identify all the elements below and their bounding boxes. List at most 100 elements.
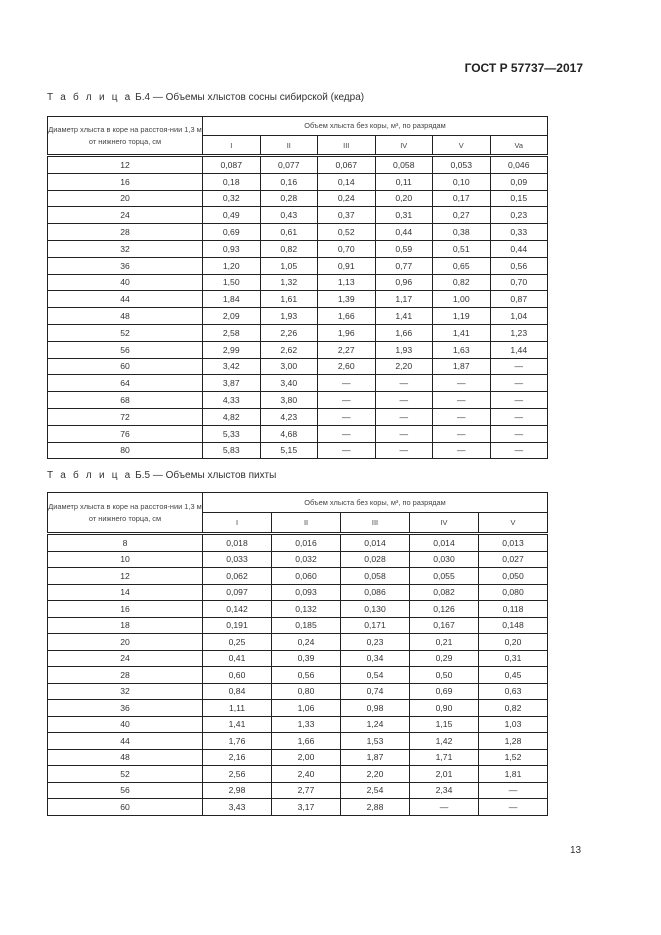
volume-cell: 1,93 [259, 307, 318, 325]
volume-cell: 0,84 [202, 682, 272, 700]
column-header-diameter: Диаметр хлыста в коре на расстоя-нии 1,3… [47, 116, 203, 156]
volume-cell: — [374, 441, 433, 460]
volume-cell: 2,60 [317, 357, 376, 376]
grade-header: Va [489, 135, 548, 156]
volume-cell: 1,15 [409, 715, 479, 733]
diameter-cell: 16 [47, 600, 203, 618]
volume-cell: 0,56 [271, 666, 341, 684]
volume-cell: 0,63 [478, 682, 548, 700]
table-row: 20 0,25 0,24 0,23 0,21 0,20 [47, 633, 548, 651]
volume-cell: 0,31 [374, 206, 433, 225]
volume-cell: — [374, 407, 433, 426]
volume-cell: 0,167 [409, 616, 479, 634]
volume-cell: 0,027 [478, 550, 548, 568]
volume-cell: 2,62 [259, 340, 318, 359]
volume-cell: 1,66 [374, 323, 433, 342]
volume-cell: 0,31 [478, 649, 548, 667]
diameter-cell: 12 [47, 567, 203, 585]
volume-cell: 0,171 [340, 616, 410, 634]
volume-cell: 0,082 [409, 583, 479, 601]
table-row: 16 0,18 0,16 0,14 0,11 0,10 0,09 [47, 172, 548, 191]
volume-cell: 4,82 [202, 407, 261, 426]
diameter-cell: 60 [47, 357, 203, 376]
table-row: 48 2,16 2,00 1,87 1,71 1,52 [47, 748, 548, 766]
volume-cell: 1,61 [259, 290, 318, 309]
table-row: 36 1,11 1,06 0,98 0,90 0,82 [47, 699, 548, 717]
volume-cell: — [489, 357, 548, 376]
table-b4-caption: Т а б л и ц а Б.4 — Объемы хлыстов сосны… [47, 92, 364, 103]
volume-cell: 0,93 [202, 239, 261, 258]
volume-cell: 1,20 [202, 256, 261, 275]
page-number: 13 [570, 845, 582, 856]
volume-cell: 0,70 [317, 239, 376, 258]
volume-cell: 1,13 [317, 273, 376, 292]
volume-cell: 0,030 [409, 550, 479, 568]
volume-cell: 3,80 [259, 391, 318, 409]
volume-cell: — [489, 374, 548, 393]
volume-cell: 0,132 [271, 600, 341, 618]
volume-cell: 2,09 [202, 307, 261, 325]
volume-cell: 2,01 [409, 765, 479, 783]
table-row: 56 2,98 2,77 2,54 2,34— [47, 781, 548, 799]
volume-cell: 0,087 [202, 154, 261, 174]
volume-cell: 0,058 [340, 567, 410, 585]
volume-cell: 2,34 [409, 781, 479, 799]
diameter-cell: 36 [47, 699, 203, 717]
volume-cell: 0,013 [478, 532, 548, 552]
volume-cell: 1,71 [409, 748, 479, 766]
volume-cell: 4,68 [259, 424, 318, 443]
volume-cell: 0,61 [259, 223, 318, 241]
volume-cell: — [432, 441, 491, 460]
table-row: 44 1,76 1,66 1,53 1,42 1,28 [47, 732, 548, 750]
volume-cell: 0,96 [374, 273, 433, 292]
diameter-cell: 44 [47, 732, 203, 750]
volume-cell: 0,52 [317, 223, 376, 241]
volume-cell: 0,09 [489, 172, 548, 191]
diameter-cell: 10 [47, 550, 203, 568]
table-row: 60 3,43 3,17 2,88— — [47, 798, 548, 816]
volume-cell: — [374, 374, 433, 393]
standard-designation: ГОСТ Р 57737—2017 [464, 61, 583, 75]
volume-cell: 2,98 [202, 781, 272, 799]
volume-cell: 0,56 [489, 256, 548, 275]
diameter-cell: 44 [47, 290, 203, 309]
volume-cell: 5,15 [259, 441, 318, 460]
volume-cell: 1,50 [202, 273, 261, 292]
volume-cell: 0,98 [340, 699, 410, 717]
volume-cell: 1,28 [478, 732, 548, 750]
volume-cell: 0,058 [374, 154, 433, 174]
grade-header: I [202, 135, 261, 156]
volume-cell: 1,81 [478, 765, 548, 783]
volume-cell: 0,077 [259, 154, 318, 174]
volume-cell: 0,28 [259, 189, 318, 208]
volume-cell: 0,080 [478, 583, 548, 601]
volume-cell: 0,59 [374, 239, 433, 258]
table-row: 12 0,087 0,077 0,067 0,058 0,053 0,046 [47, 154, 548, 174]
volume-cell: 3,87 [202, 374, 261, 393]
volume-cell: 0,10 [432, 172, 491, 191]
volume-cell: 1,44 [489, 340, 548, 359]
diameter-cell: 56 [47, 781, 203, 799]
volume-cell: 0,24 [317, 189, 376, 208]
volume-cell: 0,20 [374, 189, 433, 208]
volume-cell: 1,32 [259, 273, 318, 292]
table-row: 12 0,062 0,060 0,058 0,055 0,050 [47, 567, 548, 585]
volume-cell: 1,03 [478, 715, 548, 733]
volume-cell: 1,17 [374, 290, 433, 309]
diameter-cell: 28 [47, 223, 203, 241]
table-row: 56 2,99 2,62 2,27 1,93 1,63 1,44 [47, 340, 548, 359]
volume-cell: 0,43 [259, 206, 318, 225]
volume-cell: 0,41 [202, 649, 272, 667]
volume-cell: — [489, 391, 548, 409]
volume-cell: 0,74 [340, 682, 410, 700]
table-row: 76 5,33 4,68— — — — [47, 424, 548, 443]
volume-cell: 4,23 [259, 407, 318, 426]
volume-cell: 0,016 [271, 532, 341, 552]
volume-cell: 1,00 [432, 290, 491, 309]
volume-cell: — [489, 407, 548, 426]
volume-cell: 0,062 [202, 567, 272, 585]
grade-header: I [202, 512, 272, 534]
volume-cell: 0,69 [409, 682, 479, 700]
volume-cell: 5,33 [202, 424, 261, 443]
volume-cell: 3,42 [202, 357, 261, 376]
